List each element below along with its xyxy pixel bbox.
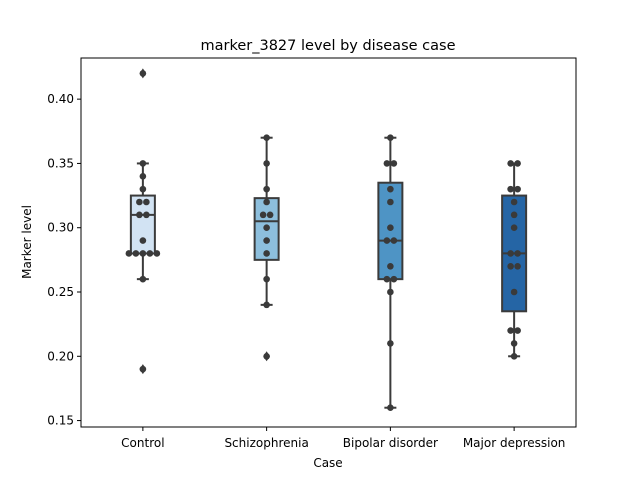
data-point [510,340,518,347]
y-tick-label: 0.15 [47,414,74,428]
data-point [139,250,147,257]
data-point [263,250,270,257]
data-point [510,352,518,360]
data-point [510,288,518,296]
data-point [514,250,521,257]
data-point [263,352,270,360]
y-axis-label: Marker level [20,205,34,279]
data-point [514,185,521,193]
data-point [139,185,147,193]
data-point [125,250,133,257]
y-tick-label: 0.25 [47,285,74,299]
data-point [383,237,391,244]
data-point [387,198,394,206]
plot-area [125,68,528,412]
data-point [139,70,147,77]
data-point [136,198,143,206]
data-point [507,327,514,334]
data-point [263,237,270,244]
data-point [153,250,161,257]
box-group [501,162,528,358]
data-point [387,262,394,270]
x-tick-label: Control [121,436,164,450]
data-point [143,198,150,206]
data-point [510,198,518,206]
data-point [507,250,514,257]
data-point [136,211,143,219]
data-point [139,275,147,283]
y-tick-label: 0.40 [47,92,74,106]
data-point [263,301,270,309]
box [129,194,156,255]
y-tick-label: 0.35 [47,156,74,170]
data-point [510,224,518,232]
data-point [132,250,140,257]
y-tick-label: 0.30 [47,221,74,235]
data-point [266,211,274,219]
plot-frame [80,57,577,428]
data-point [510,211,518,219]
data-point [507,262,514,270]
data-point [390,237,398,244]
data-point [387,134,394,142]
data-point [507,185,514,193]
y-axis: 0.15 0.20 0.25 0.30 0.35 0.40 [47,92,81,428]
data-point [143,211,150,219]
x-tick-label: Bipolar disorder [343,436,438,450]
data-point [387,224,394,232]
x-axis-label: Case [313,456,342,470]
chart-title: marker_3827 level by disease case [201,38,456,54]
y-tick-label: 0.20 [47,349,74,363]
data-point [263,198,270,206]
x-axis: Control Schizophrenia Bipolar disorder Majo… [121,427,565,450]
data-point [139,172,147,180]
data-point [514,160,521,167]
data-point [259,211,267,219]
box-group [377,136,404,409]
data-point [263,224,270,232]
data-point [387,288,394,296]
data-point [139,160,147,167]
data-point [387,185,394,193]
x-tick-label: Schizophrenia [224,436,308,450]
data-point [263,134,270,142]
x-tick-label: Major depression [463,436,566,450]
data-point [507,160,514,167]
data-point [263,160,270,167]
data-point [390,275,398,283]
box-group [253,136,280,362]
data-point [383,275,391,283]
data-point [387,404,394,412]
data-point [139,237,147,244]
data-point [263,185,270,193]
data-point [514,327,521,334]
data-point [263,275,270,283]
data-point [139,365,147,373]
data-point [390,160,398,167]
data-point [146,250,154,257]
data-point [383,160,391,167]
data-point [387,340,394,347]
box-group [129,68,156,375]
data-point [514,262,521,270]
